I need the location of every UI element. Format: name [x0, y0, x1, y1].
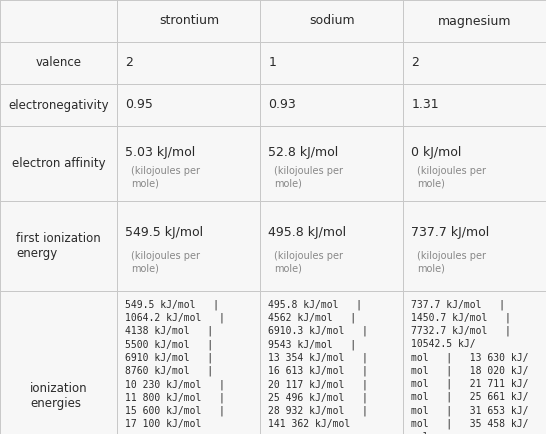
Text: electron affinity: electron affinity — [12, 157, 105, 170]
Text: (kilojoules per
mole): (kilojoules per mole) — [418, 251, 486, 273]
Text: 5.03 kJ/mol: 5.03 kJ/mol — [126, 146, 195, 159]
Text: 52.8 kJ/mol: 52.8 kJ/mol — [269, 146, 339, 159]
Bar — [117, 126, 260, 201]
Bar — [0, 126, 117, 201]
Bar — [260, 291, 403, 434]
Text: 0 kJ/mol: 0 kJ/mol — [412, 146, 462, 159]
Bar — [0, 42, 117, 84]
Bar — [117, 0, 260, 42]
Bar — [117, 84, 260, 126]
Bar — [403, 201, 546, 291]
Text: sodium: sodium — [309, 14, 355, 27]
Text: ionization
energies: ionization energies — [30, 382, 87, 410]
Text: (kilojoules per
mole): (kilojoules per mole) — [275, 251, 343, 273]
Bar — [403, 42, 546, 84]
Text: 495.8 kJ/mol: 495.8 kJ/mol — [269, 226, 347, 239]
Text: 1: 1 — [269, 56, 276, 69]
Text: (kilojoules per
mole): (kilojoules per mole) — [132, 251, 200, 273]
Text: 1.31: 1.31 — [412, 99, 439, 112]
Bar — [0, 84, 117, 126]
Bar — [0, 291, 117, 434]
Text: 0.95: 0.95 — [126, 99, 153, 112]
Text: 2: 2 — [412, 56, 419, 69]
Bar — [403, 291, 546, 434]
Text: strontium: strontium — [159, 14, 219, 27]
Text: (kilojoules per
mole): (kilojoules per mole) — [275, 166, 343, 188]
Bar — [403, 84, 546, 126]
Bar — [260, 42, 403, 84]
Bar — [117, 201, 260, 291]
Text: 737.7 kJ/mol   |
1450.7 kJ/mol   |
7732.7 kJ/mol   |
10542.5 kJ/
mol   |   13 63: 737.7 kJ/mol | 1450.7 kJ/mol | 7732.7 kJ… — [412, 299, 529, 434]
Text: 737.7 kJ/mol: 737.7 kJ/mol — [412, 226, 490, 239]
Text: magnesium: magnesium — [438, 14, 512, 27]
Bar — [0, 0, 117, 42]
Text: 549.5 kJ/mol   |
1064.2 kJ/mol   |
4138 kJ/mol   |
5500 kJ/mol   |
6910 kJ/mol  : 549.5 kJ/mol | 1064.2 kJ/mol | 4138 kJ/m… — [126, 299, 225, 429]
Bar — [260, 201, 403, 291]
Text: (kilojoules per
mole): (kilojoules per mole) — [418, 166, 486, 188]
Text: 0.93: 0.93 — [269, 99, 296, 112]
Text: 549.5 kJ/mol: 549.5 kJ/mol — [126, 226, 204, 239]
Text: first ionization
energy: first ionization energy — [16, 232, 101, 260]
Bar — [403, 0, 546, 42]
Text: valence: valence — [35, 56, 82, 69]
Bar — [260, 84, 403, 126]
Text: 495.8 kJ/mol   |
4562 kJ/mol   |
6910.3 kJ/mol   |
9543 kJ/mol   |
13 354 kJ/mol: 495.8 kJ/mol | 4562 kJ/mol | 6910.3 kJ/m… — [269, 299, 369, 429]
Bar — [0, 201, 117, 291]
Bar — [260, 0, 403, 42]
Text: electronegativity: electronegativity — [8, 99, 109, 112]
Bar — [403, 126, 546, 201]
Bar — [117, 42, 260, 84]
Bar — [117, 291, 260, 434]
Text: (kilojoules per
mole): (kilojoules per mole) — [132, 166, 200, 188]
Bar — [260, 126, 403, 201]
Text: 2: 2 — [126, 56, 133, 69]
